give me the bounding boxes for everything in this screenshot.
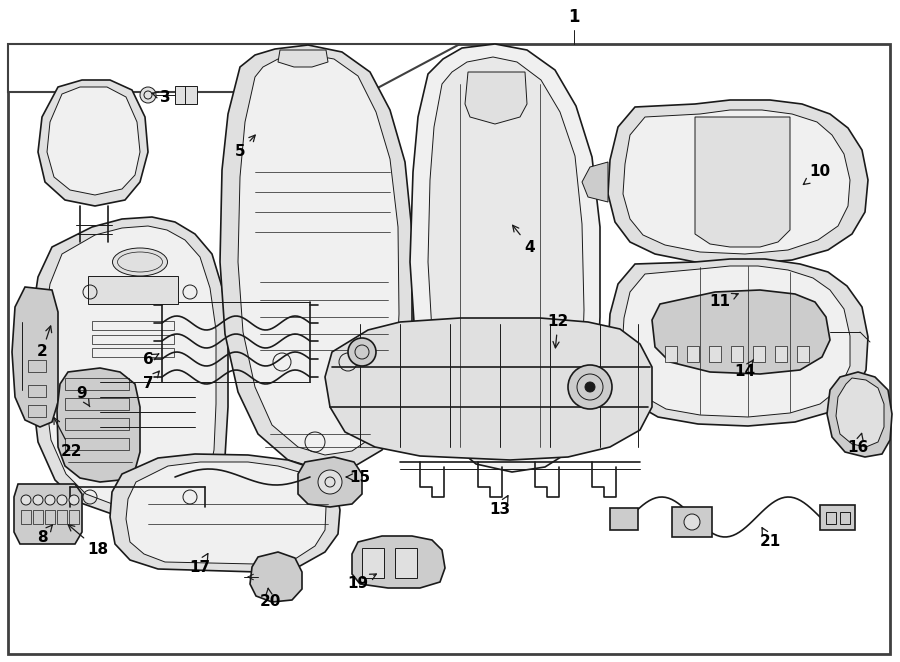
Polygon shape [582,162,608,202]
Bar [92,335,174,344]
Text: 1: 1 [568,8,580,26]
Polygon shape [38,80,148,206]
Polygon shape [827,372,892,457]
Text: 11: 11 [709,293,738,310]
Text: 17: 17 [189,553,211,575]
Text: 18: 18 [68,525,109,557]
Circle shape [140,87,156,103]
Bar [45,510,55,524]
Polygon shape [465,72,527,124]
Bar [175,86,197,104]
Polygon shape [652,290,830,374]
Bar [709,346,721,362]
Polygon shape [695,117,790,247]
Bar [28,405,46,417]
Bar [826,512,836,524]
Polygon shape [250,552,302,602]
Polygon shape [325,318,652,460]
Text: 13: 13 [490,496,510,518]
Bar [92,321,174,330]
Circle shape [33,495,43,505]
Circle shape [348,338,376,366]
Bar [820,505,855,530]
Text: 3: 3 [152,89,170,105]
Polygon shape [622,266,850,417]
Text: 10: 10 [804,164,831,185]
Text: 12: 12 [547,314,569,348]
Polygon shape [623,110,850,254]
Polygon shape [32,217,228,519]
Bar [65,438,129,450]
Bar [69,510,79,524]
Polygon shape [608,259,868,426]
Bar [65,378,129,390]
Bar [610,508,638,530]
Bar [395,548,417,578]
Polygon shape [608,100,868,264]
Bar [665,346,677,362]
Text: 21: 21 [760,528,780,549]
Bar [65,418,129,430]
Bar [687,346,699,362]
Polygon shape [8,44,460,92]
Bar [57,510,67,524]
Bar [840,512,850,524]
Text: 14: 14 [734,359,756,379]
Circle shape [568,365,612,409]
Bar [753,346,765,362]
Circle shape [57,495,67,505]
Circle shape [318,470,342,494]
Polygon shape [238,54,399,455]
Ellipse shape [112,248,167,276]
Bar [672,507,712,537]
Bar [362,548,384,578]
Text: 20: 20 [259,589,281,610]
Text: 4: 4 [513,225,536,254]
Text: 9: 9 [76,387,90,406]
Circle shape [69,495,79,505]
Text: 16: 16 [848,433,868,455]
Bar [88,276,178,304]
Polygon shape [47,87,140,195]
Bar [731,346,743,362]
Polygon shape [278,50,328,67]
Polygon shape [428,57,584,455]
Bar [21,510,31,524]
Polygon shape [110,454,340,572]
Polygon shape [298,457,362,507]
Bar [28,385,46,397]
Bar [33,510,43,524]
Text: 6: 6 [142,352,158,367]
Circle shape [45,495,55,505]
Circle shape [585,382,595,392]
Polygon shape [220,45,412,470]
Polygon shape [836,378,884,447]
Text: 8: 8 [37,525,52,545]
Bar [775,346,787,362]
Bar [28,360,46,372]
Bar [92,348,174,357]
Text: 22: 22 [54,418,83,459]
Bar [797,346,809,362]
Text: 7: 7 [143,371,159,391]
Polygon shape [45,226,216,509]
Polygon shape [57,368,140,482]
Text: 2: 2 [37,326,51,359]
Circle shape [684,514,700,530]
Polygon shape [14,484,82,544]
Polygon shape [12,287,58,427]
Polygon shape [352,536,445,588]
Polygon shape [410,44,600,472]
Bar [65,398,129,410]
Text: 19: 19 [347,574,376,592]
Text: 15: 15 [346,469,371,485]
Polygon shape [126,462,326,564]
Circle shape [21,495,31,505]
Text: 5: 5 [235,135,256,160]
